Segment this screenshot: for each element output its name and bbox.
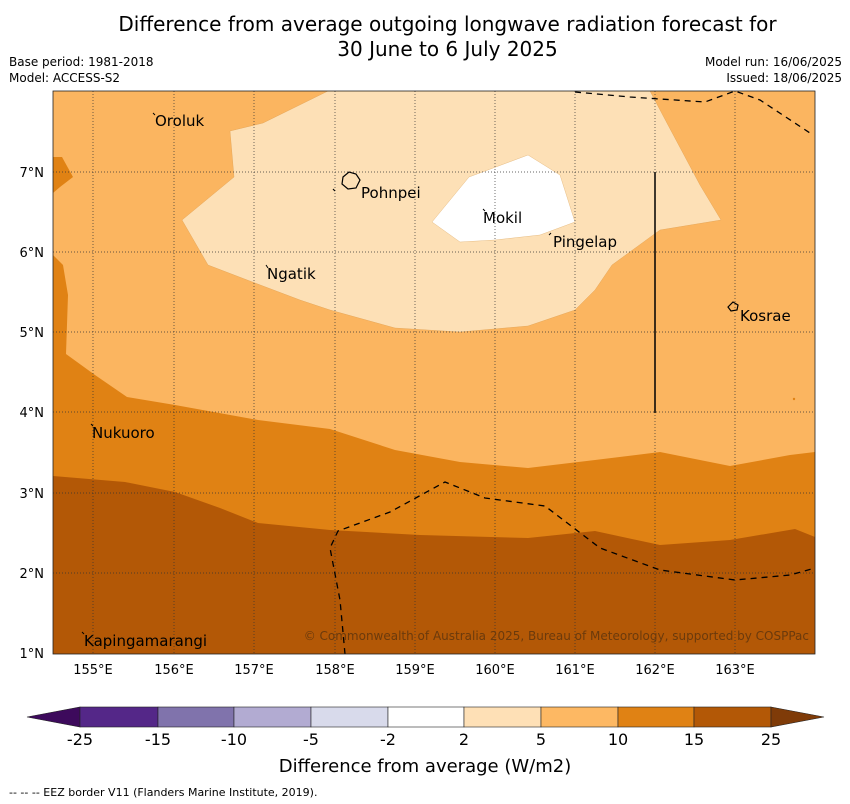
colorbar-label: 10 — [608, 730, 628, 749]
place-pingelap: Pingelap — [553, 233, 617, 251]
place-oroluk: Oroluk — [155, 112, 204, 130]
base-period: Base period: 1981-2018 — [9, 55, 154, 69]
lat-tick: 3°N — [20, 487, 45, 502]
field-near-zero — [431, 154, 576, 243]
place-nukuoro: Nukuoro — [92, 424, 155, 442]
colorbar-swatch — [387, 706, 465, 728]
copyright-credit: © Commonwealth of Australia 2025, Bureau… — [304, 629, 809, 643]
colorbar-swatch — [617, 706, 695, 728]
lon-tick: 155°E — [73, 663, 113, 678]
place-mokil: Mokil — [483, 209, 522, 227]
small-speck — [792, 397, 796, 401]
lat-tick: 7°N — [20, 166, 45, 181]
lat-tick: 2°N — [20, 567, 45, 582]
atoll-markers — [81, 112, 552, 635]
colorbar-extend-high — [770, 706, 825, 728]
meta-right: Model run: 16/06/2025 Issued: 18/06/2025 — [705, 54, 842, 86]
colorbar-swatch — [157, 706, 235, 728]
colorbar — [26, 706, 825, 728]
colorbar-title: Difference from average (W/m2) — [279, 756, 571, 777]
lon-tick: 157°E — [234, 663, 274, 678]
lon-ticks: 155°E 156°E 157°E 158°E 159°E 160°E 161°… — [73, 663, 755, 678]
eez-border-north — [574, 91, 814, 136]
field-15-25 — [53, 476, 815, 654]
title-line-1: Difference from average outgoing longwav… — [118, 12, 777, 36]
colorbar-label: 5 — [536, 730, 546, 749]
colorbar-swatch — [79, 706, 159, 728]
colorbar-label: -25 — [67, 730, 93, 749]
map-title: Difference from average outgoing longwav… — [0, 12, 850, 62]
lat-tick: 6°N — [20, 246, 45, 261]
colorbar-swatch — [463, 706, 542, 728]
title-line-2: 30 June to 6 July 2025 — [337, 37, 558, 61]
colorbar-label: -2 — [380, 730, 396, 749]
colorbar-swatch — [310, 706, 389, 728]
lon-tick: 163°E — [715, 663, 755, 678]
lon-tick: 162°E — [635, 663, 675, 678]
lat-ticks: 7°N 6°N 5°N 4°N 3°N 2°N 1°N — [20, 166, 45, 662]
colorbar-swatch — [540, 706, 619, 728]
place-ngatik: Ngatik — [267, 265, 316, 283]
pohnpei-islet — [332, 188, 336, 192]
colorbar-labels: -25 -15 -10 -5 -2 2 5 10 15 25 — [67, 730, 781, 749]
place-kosrae: Kosrae — [740, 307, 791, 325]
colorbar-label: -5 — [303, 730, 319, 749]
colorbar-label: -10 — [221, 730, 247, 749]
lon-tick: 161°E — [555, 663, 595, 678]
lat-tick: 4°N — [20, 406, 45, 421]
field-10-15-west — [53, 157, 73, 193]
model-name: Model: ACCESS-S2 — [9, 71, 121, 85]
eez-footnote: -- -- -- EEZ border V11 (Flanders Marine… — [9, 786, 318, 799]
colorbar-swatch — [233, 706, 312, 728]
place-pohnpei: Pohnpei — [361, 184, 421, 202]
colorbar-swatch — [693, 706, 772, 728]
colorbar-label: 25 — [761, 730, 781, 749]
lon-tick: 159°E — [395, 663, 435, 678]
contour-fields — [53, 91, 815, 654]
colorbar-extend-low — [26, 706, 81, 728]
eez-border-south — [329, 481, 815, 654]
colorbar-label: 15 — [684, 730, 704, 749]
lon-tick: 156°E — [154, 663, 194, 678]
issued-date: Issued: 18/06/2025 — [726, 71, 842, 85]
lon-tick: 158°E — [315, 663, 355, 678]
lat-tick: 1°N — [20, 647, 45, 662]
meta-left: Base period: 1981-2018 Model: ACCESS-S2 — [9, 54, 154, 86]
eez-borders — [329, 91, 815, 654]
colorbar-label: -15 — [145, 730, 171, 749]
kosrae-island — [727, 301, 739, 312]
pohnpei-island — [341, 171, 361, 190]
plot-frame — [52, 90, 816, 655]
lon-tick: 160°E — [475, 663, 515, 678]
colorbar-label: 2 — [459, 730, 469, 749]
place-kapingamarangi: Kapingamarangi — [84, 632, 207, 650]
lat-tick: 5°N — [20, 326, 45, 341]
model-run: Model run: 16/06/2025 — [704, 55, 842, 69]
